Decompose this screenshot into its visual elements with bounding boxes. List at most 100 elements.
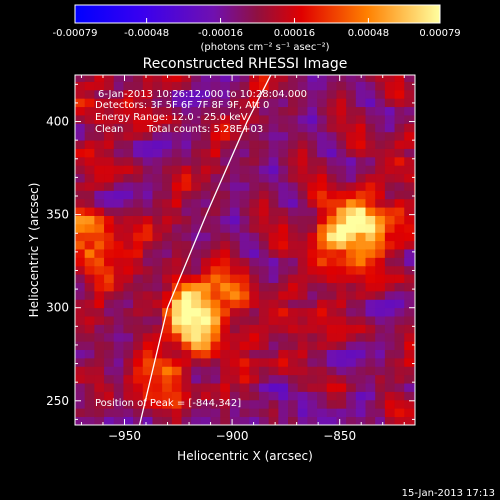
- heatmap-cell: [258, 274, 270, 283]
- heatmap-cell: [162, 215, 173, 225]
- heatmap-cell: [104, 215, 115, 225]
- heatmap-cell: [152, 215, 163, 225]
- heatmap-cell: [394, 366, 405, 376]
- heatmap-cell: [346, 207, 357, 216]
- heatmap-cell: [394, 391, 405, 401]
- heatmap-cell: [375, 290, 386, 300]
- heatmap-cell: [191, 156, 202, 166]
- heatmap-cell: [258, 357, 270, 367]
- heatmap-cell: [307, 357, 318, 367]
- heatmap-cell: [104, 190, 115, 200]
- heatmap-cell: [365, 391, 376, 401]
- heatmap-cell: [258, 207, 270, 216]
- heatmap-cell: [84, 131, 95, 141]
- heatmap-cell: [326, 249, 337, 258]
- heatmap-cell: [258, 75, 270, 82]
- heatmap-cell: [336, 408, 347, 418]
- heatmap-cell: [317, 324, 328, 334]
- heatmap-cell: [355, 173, 366, 183]
- heatmap-cell: [113, 408, 124, 418]
- heatmap-cell: [297, 232, 308, 242]
- heatmap-cell: [258, 307, 270, 317]
- heatmap-cell: [210, 383, 221, 392]
- heatmap-cell: [394, 156, 405, 166]
- heatmap-cell: [152, 106, 163, 116]
- heatmap-cell: [191, 131, 202, 141]
- heatmap-cell: [336, 257, 347, 267]
- heatmap-cell: [326, 274, 337, 283]
- heatmap-cell: [278, 81, 289, 91]
- heatmap-cell: [384, 215, 395, 225]
- heatmap-cell: [249, 223, 260, 233]
- heatmap-cell: [162, 349, 173, 359]
- heatmap-cell: [94, 140, 105, 149]
- heatmap-cell: [258, 341, 270, 350]
- heatmap-cell: [229, 290, 241, 300]
- heatmap-cell: [171, 290, 182, 300]
- heatmap-cell: [239, 240, 250, 250]
- heatmap-cell: [413, 215, 415, 225]
- heatmap-cell: [229, 257, 241, 267]
- heatmap-cell: [375, 399, 386, 409]
- heatmap-cell: [258, 106, 270, 116]
- heatmap-cell: [123, 106, 134, 116]
- heatmap-cell: [346, 332, 357, 342]
- heatmap-cell: [152, 223, 163, 233]
- heatmap-cell: [268, 165, 279, 175]
- heatmap-cell: [113, 106, 124, 116]
- heatmap-cell: [104, 399, 115, 409]
- heatmap-cell: [346, 383, 357, 392]
- heatmap-cell: [268, 282, 279, 292]
- heatmap-cell: [375, 341, 386, 350]
- heatmap-cell: [142, 98, 153, 108]
- heatmap-cell: [181, 299, 192, 309]
- heatmap-cell: [191, 75, 202, 82]
- heatmap-cell: [249, 399, 260, 409]
- heatmap-cell: [191, 408, 202, 418]
- heatmap-cell: [355, 399, 366, 409]
- heatmap-cell: [210, 316, 221, 325]
- heatmap-cell: [394, 106, 405, 116]
- heatmap-cell: [94, 240, 105, 250]
- heatmap-cell: [288, 223, 299, 233]
- heatmap-cell: [229, 416, 241, 425]
- heatmap-cell: [297, 374, 308, 384]
- heatmap-cell: [307, 416, 318, 425]
- heatmap-cell: [200, 416, 211, 425]
- heatmap-cell: [326, 131, 337, 141]
- heatmap-cell: [365, 190, 376, 200]
- heatmap-cell: [394, 332, 405, 342]
- heatmap-cell: [268, 198, 279, 208]
- heatmap-cell: [104, 383, 115, 392]
- heatmap-cell: [104, 349, 115, 359]
- heatmap-cell: [171, 265, 182, 275]
- heatmap-cell: [268, 366, 279, 376]
- heatmap-cell: [210, 240, 221, 250]
- heatmap-cell: [200, 324, 211, 334]
- heatmap-cell: [200, 182, 211, 191]
- heatmap-cell: [346, 307, 357, 317]
- heatmap-cell: [268, 349, 279, 359]
- heatmap-cell: [75, 148, 86, 158]
- heatmap-cell: [346, 140, 357, 149]
- heatmap-cell: [84, 374, 95, 384]
- heatmap-cell: [142, 316, 153, 325]
- heatmap-cell: [113, 366, 124, 376]
- heatmap-cell: [336, 215, 347, 225]
- heatmap-cell: [210, 173, 221, 183]
- heatmap-cell: [336, 223, 347, 233]
- heatmap-cell: [355, 391, 366, 401]
- heatmap-cell: [346, 156, 357, 166]
- heatmap-cell: [384, 198, 395, 208]
- heatmap-cell: [307, 316, 318, 325]
- heatmap-cell: [104, 131, 115, 141]
- heatmap-cell: [297, 366, 308, 376]
- heatmap-cell: [94, 215, 105, 225]
- heatmap-cell: [278, 391, 289, 401]
- heatmap-cell: [336, 98, 347, 108]
- heatmap-cell: [317, 165, 328, 175]
- heatmap-cell: [268, 399, 279, 409]
- heatmap-cell: [394, 223, 405, 233]
- heatmap-cell: [317, 399, 328, 409]
- heatmap-cell: [171, 81, 182, 91]
